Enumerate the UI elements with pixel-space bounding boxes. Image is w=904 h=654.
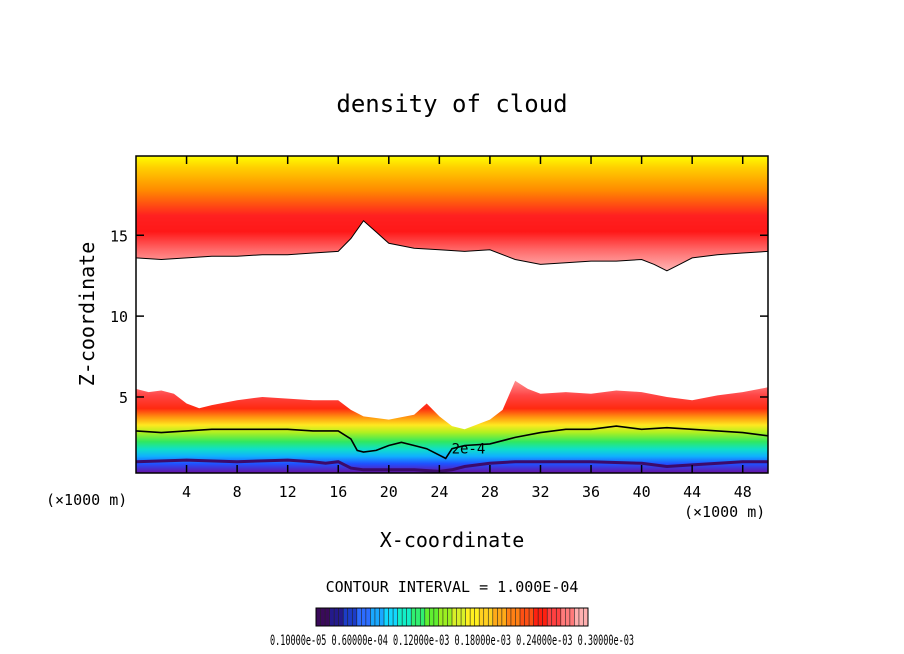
colorbar-swatch-49	[538, 608, 543, 626]
y-axis-label: Z-coordinate	[75, 242, 99, 387]
x-axis-ticks: 4 8 12 16 20 24 28 32 36 40 44 48	[182, 156, 752, 501]
colorbar-swatch-20	[406, 608, 412, 626]
colorbar-swatch-54	[560, 608, 566, 626]
colorbar-swatch-38	[488, 608, 494, 626]
colorbar-swatch-17	[393, 608, 398, 626]
x-unit-left: (×1000 m)	[46, 491, 127, 509]
colorbar-swatch-41	[501, 608, 507, 626]
colorbar-swatch-21	[411, 608, 417, 626]
colorbar-swatch-15	[384, 608, 389, 626]
colorbar-swatch-26	[433, 608, 439, 626]
contour-interval-text: CONTOUR INTERVAL = 1.000E-04	[326, 578, 579, 596]
x-tick-label-4: 20	[380, 483, 398, 501]
colorbar-swatch-52	[551, 608, 557, 626]
colorbar-swatch-33	[465, 608, 471, 626]
colorbar-labels: 0.10000e-05 0.60000e-04 0.12000e-03 0.18…	[270, 633, 634, 649]
colorbar-swatch-10	[361, 608, 367, 626]
x-tick-label-11: 48	[734, 483, 752, 501]
colorbar-swatch-45	[520, 608, 525, 626]
colorbar-swatch-50	[542, 608, 548, 626]
x-tick-label-9: 40	[633, 483, 651, 501]
colorbar-swatch-46	[524, 608, 530, 626]
colorbar-swatch-53	[556, 608, 562, 626]
x-tick-label-8: 36	[582, 483, 600, 501]
colorbar-swatch-16	[388, 608, 394, 626]
colorbar-swatch-5	[338, 608, 344, 626]
x-tick-label-1: 8	[233, 483, 242, 501]
x-tick-label-10: 44	[683, 483, 701, 501]
x-tick-label-2: 12	[279, 483, 297, 501]
colorbar-swatch-36	[479, 608, 485, 626]
x-tick-label-7: 32	[531, 483, 549, 501]
colorbar-swatch-2	[325, 608, 330, 626]
colorbar-swatch-8	[352, 608, 358, 626]
colorbar-swatch-13	[374, 608, 380, 626]
colorbar-swatch-27	[438, 608, 444, 626]
chart-title: density of cloud	[336, 90, 567, 118]
colorbar-swatch-4	[334, 608, 339, 626]
x-tick-label-5: 24	[430, 483, 448, 501]
y-tick-label-0: 5	[119, 389, 128, 407]
x-axis-label: X-coordinate	[380, 528, 525, 552]
y-axis-ticks: 5 10 15	[110, 227, 768, 407]
colorbar-swatch-44	[515, 608, 521, 626]
upper-layer-boundary-line	[136, 219, 768, 272]
colorbar-swatch-11	[365, 608, 371, 626]
colorbar-swatch-25	[429, 608, 435, 626]
upper-cloud-layer	[136, 156, 768, 271]
contour-line-label: 2e-4	[452, 442, 486, 458]
colorbar-swatch-22	[415, 608, 421, 626]
x-unit-right: (×1000 m)	[684, 503, 765, 521]
colorbar-swatch-35	[474, 608, 480, 626]
colorbar-swatch-28	[442, 608, 448, 626]
colorbar-swatch-58	[578, 608, 584, 626]
contour-line-2e-4	[136, 425, 768, 460]
colorbar-swatch-59	[583, 608, 589, 626]
colorbar-swatch-43	[510, 608, 516, 626]
colorbar-swatch-14	[379, 608, 385, 626]
colorbar-swatch-39	[492, 608, 498, 626]
colorbar-swatch-18	[397, 608, 403, 626]
x-tick-label-0: 4	[182, 483, 191, 501]
y-tick-label-1: 10	[110, 308, 128, 326]
colorbar-swatch-42	[506, 608, 512, 626]
colorbar-swatch-40	[497, 608, 503, 626]
colorbar-swatch-9	[356, 608, 362, 626]
y-tick-label-2: 15	[110, 227, 128, 245]
colorbar-swatch-0	[316, 608, 321, 626]
x-tick-label-6: 28	[481, 483, 499, 501]
colorbar-swatch-34	[470, 608, 475, 626]
colorbar-swatch-57	[574, 608, 580, 626]
colorbar-frame	[315, 607, 589, 627]
colorbar-swatch-3	[329, 608, 335, 626]
colorbar-swatch-1	[320, 608, 326, 626]
colorbar-swatch-6	[343, 608, 349, 626]
colorbar-swatch-24	[424, 608, 430, 626]
plot-area	[136, 156, 768, 473]
colorbar	[315, 607, 589, 627]
colorbar-swatch-23	[420, 608, 426, 626]
colorbar-swatch-29	[447, 608, 453, 626]
plot-frame	[135, 155, 769, 474]
colorbar-swatch-55	[565, 608, 571, 626]
lower-cloud-layer	[136, 380, 768, 473]
colorbar-swatch-32	[461, 608, 466, 626]
colorbar-swatch-47	[529, 608, 534, 626]
colorbar-swatch-48	[533, 608, 539, 626]
colorbar-swatch-19	[402, 608, 407, 626]
colorbar-swatch-51	[547, 608, 553, 626]
colorbar-swatch-7	[347, 608, 353, 626]
colorbar-swatch-31	[456, 608, 462, 626]
colorbar-swatch-56	[569, 608, 575, 626]
colorbar-swatch-12	[370, 608, 376, 626]
x-tick-label-3: 16	[329, 483, 347, 501]
colorbar-swatch-37	[483, 608, 489, 626]
colorbar-swatch-30	[452, 608, 457, 626]
